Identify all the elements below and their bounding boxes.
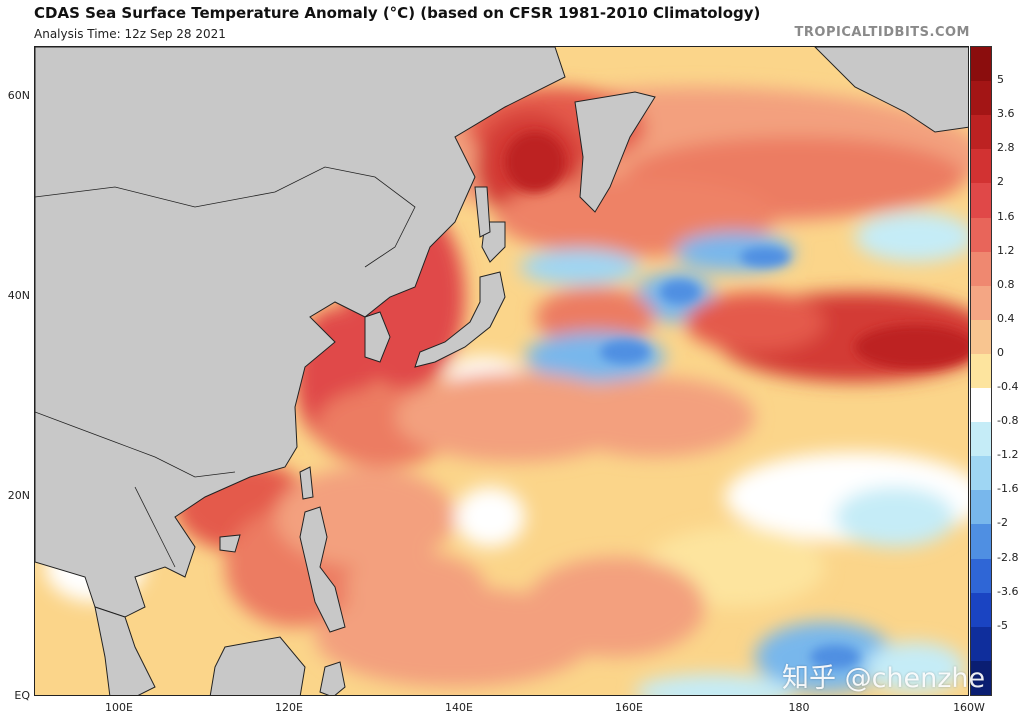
lon-label: 180 xyxy=(788,701,810,714)
colorbar-segment xyxy=(971,490,991,525)
colorbar-label: 5 xyxy=(997,73,1004,87)
colorbar-label: -3.6 xyxy=(997,584,1019,598)
colorbar-segment xyxy=(971,524,991,560)
colorbar-segment xyxy=(971,183,991,218)
colorbar-segment xyxy=(971,319,991,355)
watermark: 知乎 @chenzhe xyxy=(782,663,986,694)
borders xyxy=(35,166,416,568)
colorbar-label: 1.2 xyxy=(997,243,1015,257)
lon-label: 160W xyxy=(953,701,985,714)
colorbar-label: -2.8 xyxy=(997,550,1019,564)
colorbar-segment xyxy=(971,388,991,423)
lat-label: 20N xyxy=(7,489,30,502)
colorbar-segment xyxy=(971,149,991,184)
lon-label: 120E xyxy=(275,701,303,714)
colorbar-label: -1.6 xyxy=(997,482,1019,496)
colorbar-label: -1.2 xyxy=(997,448,1019,462)
colorbar-label: -0.8 xyxy=(997,414,1019,428)
chart-title: CDAS Sea Surface Temperature Anomaly (°C… xyxy=(34,4,761,22)
sst-anomaly-map xyxy=(34,46,969,696)
colorbar-segment xyxy=(971,47,991,82)
analysis-time: Analysis Time: 12z Sep 28 2021 xyxy=(34,27,226,41)
colorbar-segment xyxy=(971,217,991,253)
lon-label: 140E xyxy=(445,701,473,714)
colorbar-label: 3.6 xyxy=(997,107,1015,121)
colorbar-segment xyxy=(971,592,991,628)
colorbar-segment xyxy=(971,81,991,116)
colorbar-segment xyxy=(971,626,991,662)
land xyxy=(35,47,968,695)
colorbar-label: -5 xyxy=(997,618,1008,632)
colorbar-label: 2.8 xyxy=(997,141,1015,155)
lat-label: 40N xyxy=(7,289,30,302)
colorbar-label: 0.8 xyxy=(997,277,1015,291)
colorbar-label: 0 xyxy=(997,345,1004,359)
map-canvas xyxy=(35,47,968,695)
lon-label: 100E xyxy=(105,701,133,714)
source-credit: TROPICALTIDBITS.COM xyxy=(794,25,970,40)
colorbar-segment xyxy=(971,456,991,491)
colorbar xyxy=(970,46,992,696)
colorbar-label: -2 xyxy=(997,516,1008,530)
colorbar-label: 2 xyxy=(997,175,1004,189)
colorbar-segment xyxy=(971,558,991,594)
colorbar-segment xyxy=(971,660,991,696)
colorbar-label: 1.6 xyxy=(997,209,1015,223)
colorbar-label: 0.4 xyxy=(997,311,1015,325)
colorbar-label: -0.4 xyxy=(997,380,1019,394)
colorbar-segment xyxy=(971,422,991,457)
colorbar-segment xyxy=(971,285,991,321)
lat-label: 60N xyxy=(7,89,30,102)
colorbar-segment xyxy=(971,353,991,389)
colorbar-segment xyxy=(971,115,991,150)
lat-label: EQ xyxy=(14,689,30,702)
colorbar-segment xyxy=(971,251,991,287)
lon-label: 160E xyxy=(615,701,643,714)
